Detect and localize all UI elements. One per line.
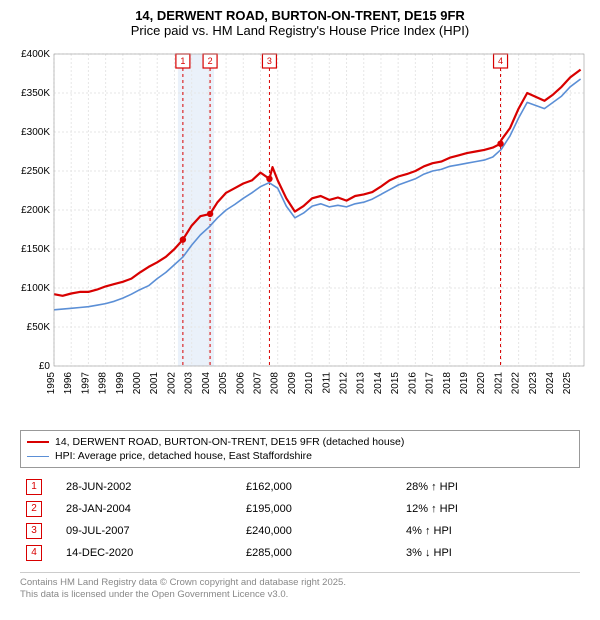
svg-text:£400K: £400K [21, 49, 50, 60]
footer: Contains HM Land Registry data © Crown c… [20, 572, 580, 602]
svg-text:£100K: £100K [21, 283, 50, 294]
sale-marker-icon: 4 [26, 545, 42, 561]
svg-text:£150K: £150K [21, 244, 50, 255]
svg-text:2003: 2003 [184, 372, 195, 395]
footer-line-1: Contains HM Land Registry data © Crown c… [20, 577, 580, 589]
table-row: 1 28-JUN-2002£162,00028% ↑ HPI [20, 476, 580, 498]
legend-row-hpi: HPI: Average price, detached house, East… [27, 449, 573, 463]
table-row: 2 28-JAN-2004£195,00012% ↑ HPI [20, 498, 580, 520]
svg-text:2025: 2025 [562, 372, 573, 395]
sale-date: 28-JAN-2004 [60, 498, 240, 520]
svg-text:2001: 2001 [149, 372, 160, 395]
svg-text:2000: 2000 [132, 372, 143, 395]
sale-date: 14-DEC-2020 [60, 542, 240, 564]
svg-text:2007: 2007 [252, 372, 263, 395]
svg-text:2002: 2002 [166, 372, 177, 395]
sale-date: 09-JUL-2007 [60, 520, 240, 542]
legend-label-price: 14, DERWENT ROAD, BURTON-ON-TRENT, DE15 … [55, 436, 404, 448]
svg-text:2020: 2020 [476, 372, 487, 395]
svg-text:£300K: £300K [21, 127, 50, 138]
sale-marker-icon: 2 [26, 501, 42, 517]
sale-delta: 4% ↑ HPI [400, 520, 580, 542]
svg-text:1997: 1997 [80, 372, 91, 395]
sale-date: 28-JUN-2002 [60, 476, 240, 498]
sale-delta: 3% ↓ HPI [400, 542, 580, 564]
legend-label-hpi: HPI: Average price, detached house, East… [55, 450, 312, 462]
svg-text:1: 1 [180, 56, 185, 66]
page-container: 14, DERWENT ROAD, BURTON-ON-TRENT, DE15 … [0, 0, 600, 610]
svg-text:2019: 2019 [459, 372, 470, 395]
svg-text:£250K: £250K [21, 166, 50, 177]
title-block: 14, DERWENT ROAD, BURTON-ON-TRENT, DE15 … [10, 8, 590, 38]
svg-text:1995: 1995 [46, 372, 57, 395]
sale-price: £195,000 [240, 498, 400, 520]
svg-text:2017: 2017 [425, 372, 436, 395]
sale-marker-icon: 3 [26, 523, 42, 539]
svg-text:2021: 2021 [493, 372, 504, 395]
svg-text:1999: 1999 [115, 372, 126, 395]
svg-text:2015: 2015 [390, 372, 401, 395]
table-row: 4 14-DEC-2020£285,0003% ↓ HPI [20, 542, 580, 564]
legend: 14, DERWENT ROAD, BURTON-ON-TRENT, DE15 … [20, 430, 580, 468]
svg-text:2009: 2009 [287, 372, 298, 395]
svg-text:2006: 2006 [235, 372, 246, 395]
svg-text:£200K: £200K [21, 205, 50, 216]
sale-price: £162,000 [240, 476, 400, 498]
svg-text:2013: 2013 [356, 372, 367, 395]
sale-marker-icon: 1 [26, 479, 42, 495]
svg-text:2: 2 [208, 56, 213, 66]
svg-text:2024: 2024 [545, 372, 556, 395]
sale-price: £285,000 [240, 542, 400, 564]
svg-text:2004: 2004 [201, 372, 212, 395]
svg-text:1998: 1998 [98, 372, 109, 395]
svg-text:2018: 2018 [442, 372, 453, 395]
sales-table: 1 28-JUN-2002£162,00028% ↑ HPI 2 28-JAN-200… [20, 476, 580, 564]
footer-line-2: This data is licensed under the Open Gov… [20, 589, 580, 601]
svg-text:2011: 2011 [321, 372, 332, 394]
sale-delta: 28% ↑ HPI [400, 476, 580, 498]
svg-text:£350K: £350K [21, 88, 50, 99]
svg-text:2008: 2008 [270, 372, 281, 395]
svg-text:2010: 2010 [304, 372, 315, 395]
svg-text:£50K: £50K [27, 322, 51, 333]
svg-text:2016: 2016 [407, 372, 418, 395]
chart-svg: £0 £50K £100K £150K £200K £250K £300K £350K £400… [10, 44, 590, 424]
chart: £0 £50K £100K £150K £200K £250K £300K £350K £400… [10, 44, 590, 424]
title-sub: Price paid vs. HM Land Registry's House … [10, 23, 590, 38]
legend-row-price: 14, DERWENT ROAD, BURTON-ON-TRENT, DE15 … [27, 435, 573, 449]
svg-text:2023: 2023 [528, 372, 539, 395]
svg-text:2014: 2014 [373, 372, 384, 395]
svg-text:4: 4 [498, 56, 503, 66]
legend-swatch-hpi [27, 456, 49, 457]
svg-text:£0: £0 [39, 361, 51, 372]
svg-text:2005: 2005 [218, 372, 229, 395]
table-row: 3 09-JUL-2007£240,0004% ↑ HPI [20, 520, 580, 542]
title-main: 14, DERWENT ROAD, BURTON-ON-TRENT, DE15 … [10, 8, 590, 23]
svg-text:2012: 2012 [339, 372, 350, 395]
svg-text:3: 3 [267, 56, 272, 66]
sale-price: £240,000 [240, 520, 400, 542]
svg-text:1996: 1996 [63, 372, 74, 395]
svg-text:2022: 2022 [511, 372, 522, 395]
sale-delta: 12% ↑ HPI [400, 498, 580, 520]
legend-swatch-price [27, 441, 49, 443]
